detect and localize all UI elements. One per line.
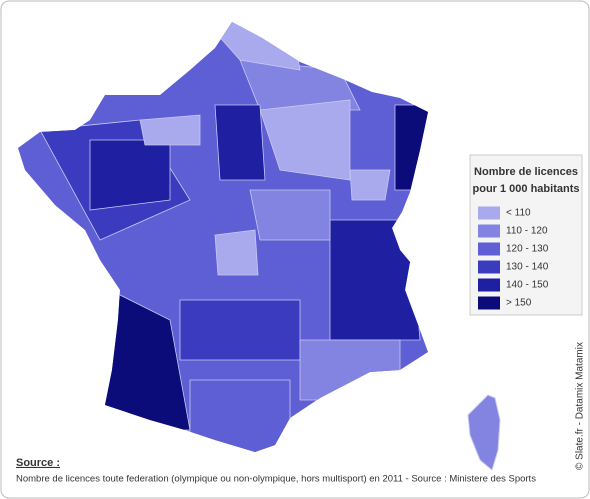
legend-title: pour 1 000 habitants	[473, 183, 580, 195]
legend-swatch	[478, 260, 500, 274]
legend-label: 120 - 130	[506, 244, 549, 255]
credit: © Slate.fr - Datamix Matamix	[575, 342, 586, 470]
legend-swatch	[478, 206, 500, 220]
corsica	[467, 394, 501, 471]
legend-label: < 110	[506, 208, 531, 219]
legend-swatch	[478, 242, 500, 256]
legend-swatch	[478, 278, 500, 292]
legend-swatch	[478, 224, 500, 238]
legend-title: Nombre de licences	[474, 166, 578, 178]
legend-swatch	[478, 296, 500, 310]
legend-label: 110 - 120	[506, 226, 548, 237]
legend-label: 130 - 140	[506, 262, 549, 273]
source-heading: Source :	[16, 457, 60, 469]
legend: Nombre de licences pour 1 000 habitants …	[469, 154, 583, 316]
legend-label: 140 - 150	[506, 280, 549, 291]
source-text: Nombre de licences toute federation (oly…	[16, 474, 536, 485]
legend-label: > 150	[506, 298, 532, 309]
